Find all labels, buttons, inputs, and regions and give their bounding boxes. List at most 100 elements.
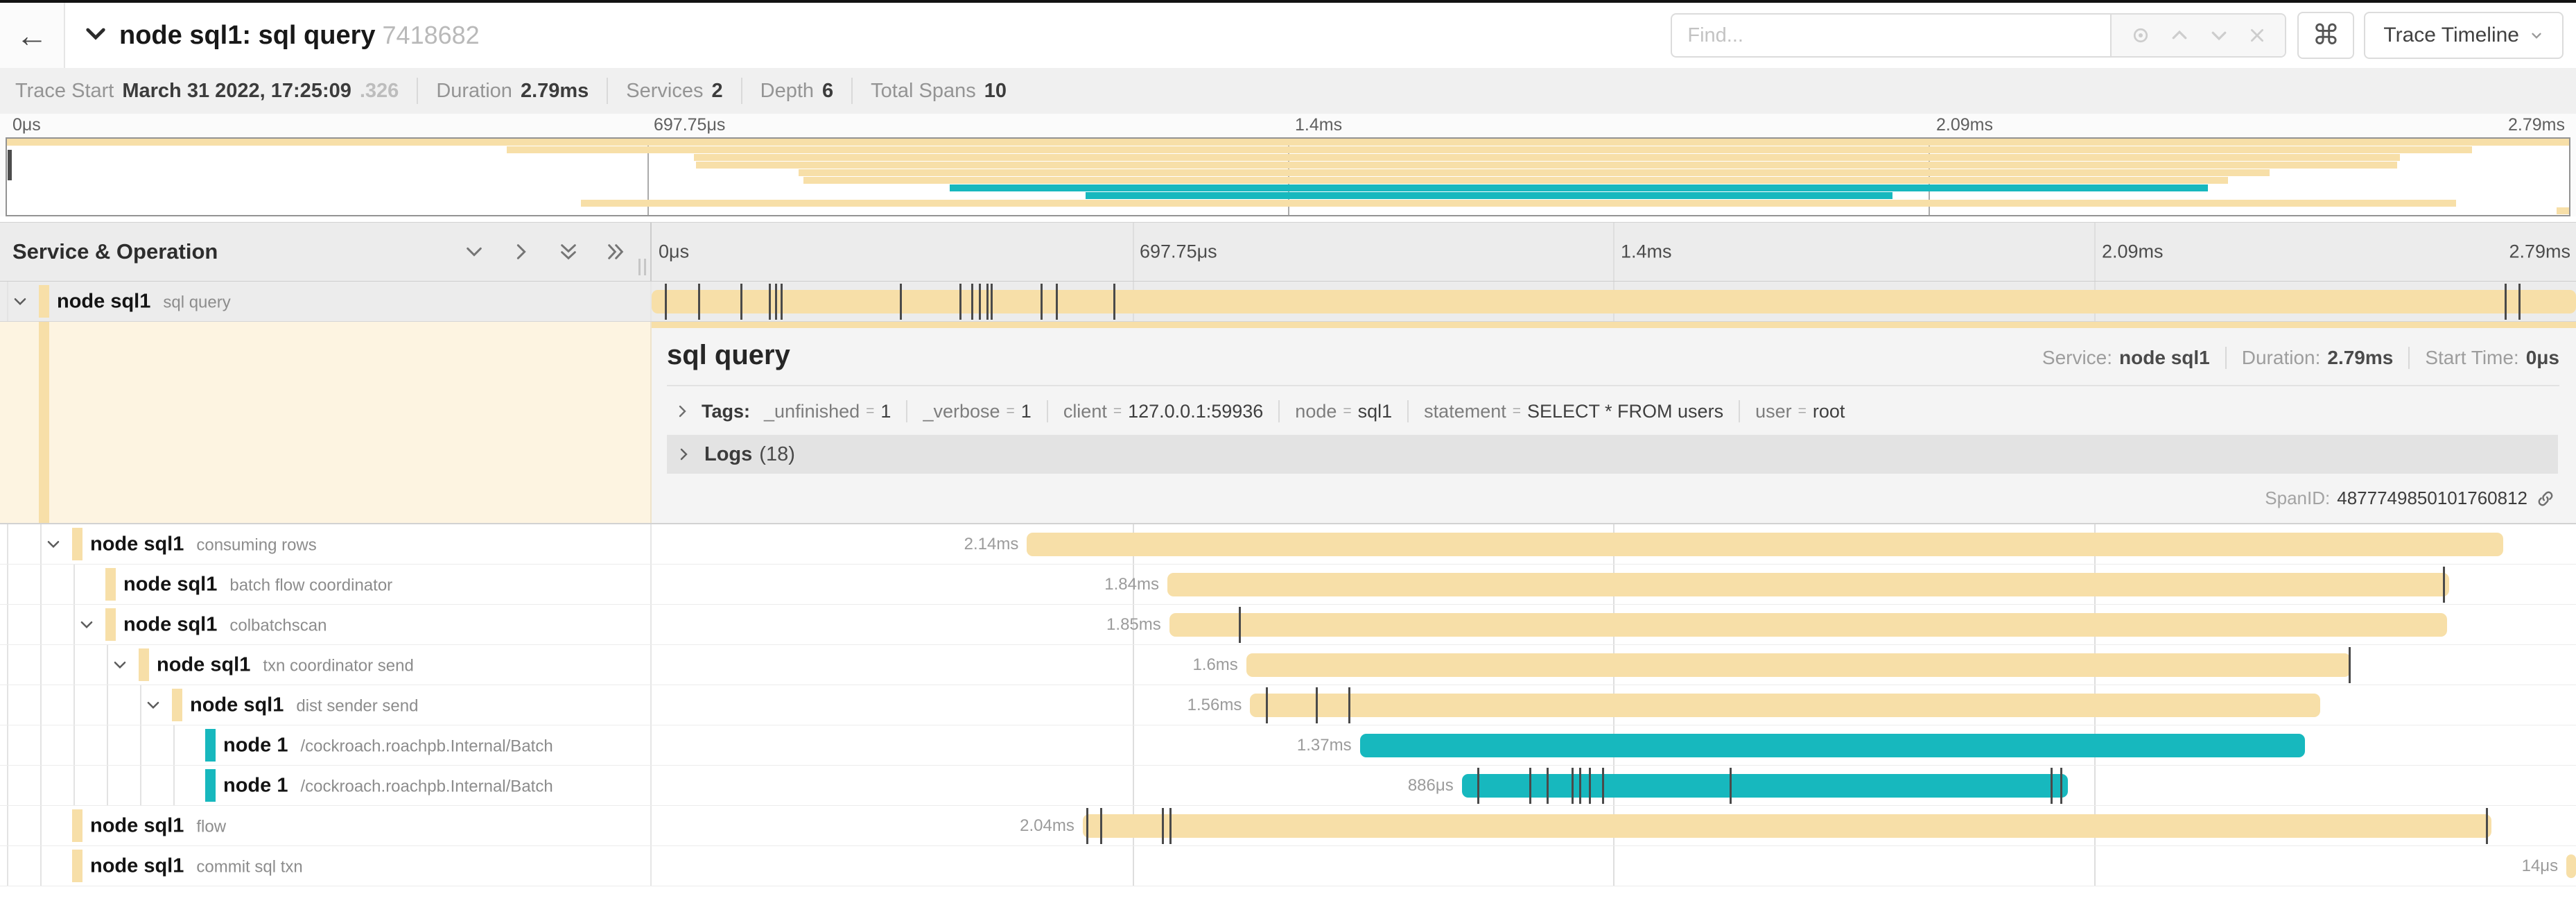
span-row-dist-sender-send[interactable]: node sql1 dist sender send 1.56ms — [0, 685, 2576, 725]
timeline-tick-label: 697.75μs — [654, 115, 726, 135]
trace-name: node sql1: sql query — [119, 20, 376, 50]
stat-label: Services — [626, 79, 704, 102]
span-row-cockroach-roachpb-internal-batch[interactable]: node 1/cockroach.roachpb.Internal/Batch 8… — [0, 766, 2576, 806]
service-name: node sql1 — [190, 694, 284, 716]
span-row-batch-flow-coordinator[interactable]: node sql1 batch flow coordinator 1.84ms — [0, 565, 2576, 605]
keyboard-shortcuts-button[interactable]: ⌘ — [2297, 12, 2355, 59]
collapse-all-icon[interactable] — [557, 241, 580, 263]
span-row-consuming-rows[interactable]: node sql1 consuming rows 2.14ms — [0, 524, 2576, 565]
link-icon[interactable] — [2536, 489, 2555, 508]
tags-toggle-row[interactable]: Tags: _unfinished = 1 _verbose = 1 client = 127.… — [667, 386, 2559, 435]
tag-separator — [1278, 400, 1280, 422]
span-name-cell: node sql1 flow — [0, 806, 652, 845]
service-name: node sql1 — [90, 814, 184, 836]
start-time-value: 0μs — [2525, 347, 2559, 368]
span-timeline-cell: 14μs — [652, 846, 2576, 886]
log-marker — [2485, 807, 2488, 844]
collapse-one-icon[interactable] — [463, 241, 485, 263]
trace-minimap: 0μs 697.75μs 1.4ms 2.09ms 2.79ms — [0, 114, 2576, 216]
span-bar[interactable] — [2566, 854, 2576, 878]
back-button[interactable]: ← — [0, 3, 65, 68]
stat-label: Trace Start — [15, 79, 114, 102]
view-selector-button[interactable]: Trace Timeline — [2364, 12, 2564, 59]
span-duration-label: 1.6ms — [1192, 655, 1238, 674]
service-name: node sql1 — [57, 290, 151, 312]
span-timeline-cell: 886μs — [652, 766, 2576, 805]
log-marker — [1169, 807, 1172, 844]
indent-guide — [140, 685, 141, 725]
log-marker — [1529, 767, 1531, 804]
chevron-down-icon[interactable] — [44, 535, 62, 553]
indent-guide — [7, 645, 8, 685]
span-bar[interactable] — [1359, 733, 2305, 757]
stat-separator — [851, 78, 853, 104]
span-row-txn-coordinator-send[interactable]: node sql1 txn coordinator send 1.6ms — [0, 645, 2576, 685]
expand-one-icon[interactable] — [510, 241, 532, 263]
find-button-group — [2110, 15, 2286, 56]
equals-sign: = — [1113, 403, 1122, 419]
span-name: node sql1 dist sender send — [190, 694, 418, 716]
log-marker — [978, 283, 981, 320]
service-label: Service: — [2042, 347, 2113, 368]
log-marker — [1265, 687, 1268, 723]
trace-stat-trace-start: Trace Start March 31 2022, 17:25:09 .326 — [15, 80, 399, 103]
stat-label: Depth — [760, 79, 815, 102]
span-name-cell: node 1/cockroach.roachpb.Internal/Batch — [0, 766, 652, 805]
chevron-down-icon[interactable] — [111, 656, 129, 674]
span-row-sql-query[interactable]: node sql1 sql query — [0, 282, 2576, 322]
span-bar[interactable] — [1461, 773, 2069, 798]
find-clear-icon[interactable] — [2247, 26, 2267, 45]
span-bar[interactable] — [652, 289, 2576, 313]
log-marker — [1477, 767, 1479, 804]
log-marker — [900, 283, 903, 320]
span-name-cell: node sql1 commit sql txn — [0, 846, 652, 886]
chevron-down-icon[interactable] — [11, 293, 29, 311]
locate-icon[interactable] — [2130, 25, 2151, 46]
stat-separator — [607, 78, 609, 104]
column-resize-grip[interactable] — [638, 259, 646, 275]
span-timeline-cell: 1.6ms — [652, 645, 2576, 685]
logs-toggle-row[interactable]: Logs (18) — [667, 435, 2558, 474]
service-name: node sql1 — [123, 573, 218, 595]
minimap-drag-handle[interactable] — [8, 150, 12, 180]
timeline-tick-label: 2.79ms — [2509, 241, 2570, 262]
span-color-accent — [205, 769, 216, 802]
span-bar[interactable] — [1250, 693, 2320, 717]
span-duration-label: 2.04ms — [1020, 816, 1074, 835]
span-name: node sql1 sql query — [57, 290, 231, 313]
logs-count: (18) — [759, 442, 795, 465]
tag-separator — [906, 400, 908, 422]
span-row-flow[interactable]: node sql1 flow 2.04ms — [0, 806, 2576, 846]
expand-all-icon[interactable] — [604, 241, 627, 263]
span-row-cockroach-roachpb-internal-batch[interactable]: node 1/cockroach.roachpb.Internal/Batch 1… — [0, 725, 2576, 766]
stat-value: 6 — [822, 79, 834, 102]
minimap-canvas[interactable] — [6, 137, 2570, 216]
span-bar[interactable] — [1167, 572, 2449, 596]
span-row-colbatchscan[interactable]: node sql1 colbatchscan 1.85ms — [0, 605, 2576, 645]
equals-sign: = — [1512, 403, 1521, 419]
operation-name: txn coordinator send — [263, 656, 414, 675]
span-color-accent — [72, 528, 82, 560]
span-row-commit-sql-txn[interactable]: node sql1 commit sql txn 14μs — [0, 846, 2576, 886]
find-next-icon[interactable] — [2209, 25, 2229, 46]
timeline-ruler: 0μs 697.75μs 1.4ms 2.09ms 2.79ms — [652, 223, 2576, 281]
find-prev-icon[interactable] — [2169, 25, 2190, 46]
span-name-cell: node sql1 colbatchscan — [0, 605, 652, 644]
chevron-down-icon[interactable] — [144, 696, 162, 714]
find-bar — [1671, 13, 2287, 58]
span-bar[interactable] — [1027, 532, 2503, 556]
span-bar[interactable] — [1169, 612, 2447, 637]
indent-guide — [7, 685, 8, 725]
indent-guide — [173, 766, 175, 805]
find-input[interactable] — [1672, 15, 2111, 56]
minimap-gridline — [647, 139, 649, 215]
span-bar[interactable] — [1082, 814, 2491, 838]
log-marker — [1099, 807, 1102, 844]
chevron-down-icon[interactable] — [78, 616, 96, 634]
minimap-span-bar — [799, 169, 2270, 177]
timeline-tick-label: 697.75μs — [1140, 241, 1217, 262]
trace-stat-depth: Depth 6 — [760, 80, 834, 103]
indent-guide — [140, 725, 141, 765]
span-bar[interactable] — [1246, 653, 2351, 677]
trace-collapse-chevron-icon[interactable] — [83, 22, 108, 50]
